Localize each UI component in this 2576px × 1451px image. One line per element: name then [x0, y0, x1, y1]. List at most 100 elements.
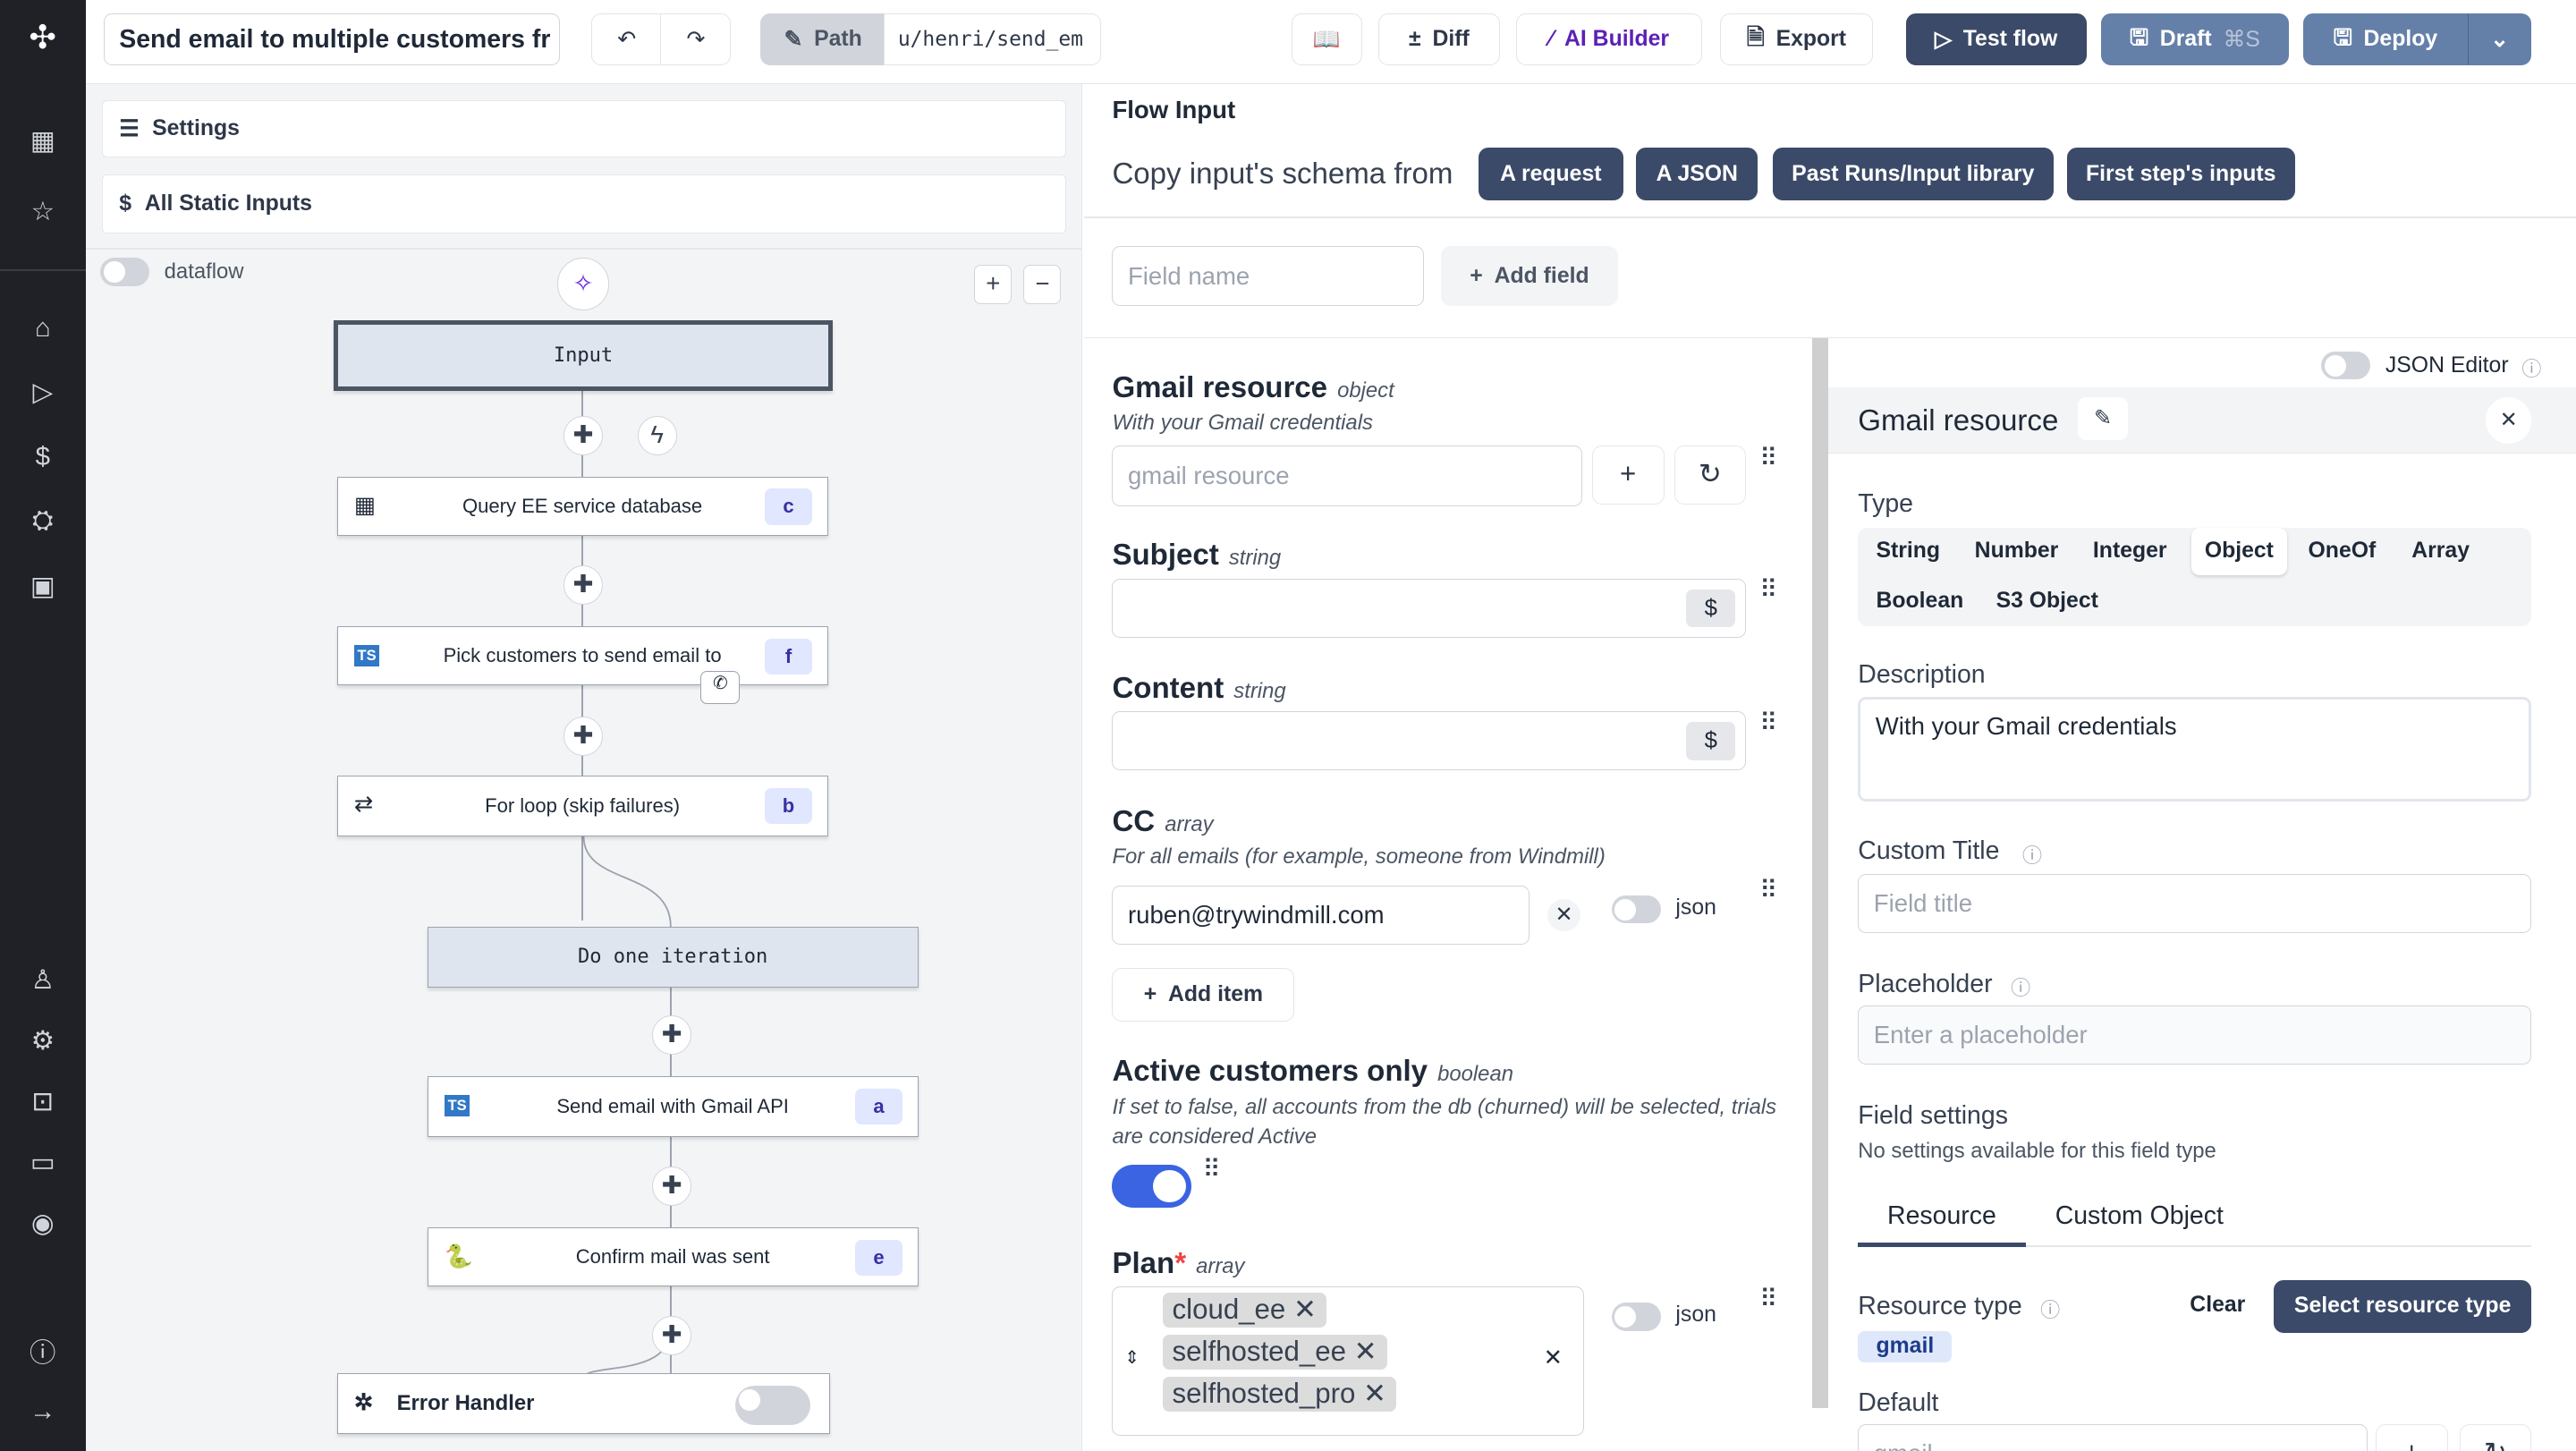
- field-name-input[interactable]: Field name: [1112, 246, 1425, 306]
- drag-handle-icon[interactable]: ⠿: [1202, 1155, 1220, 1184]
- user-icon[interactable]: ♙: [30, 965, 55, 996]
- default-resource-picker[interactable]: gmail: [1858, 1424, 2368, 1451]
- copy-from-first-step-button[interactable]: First step's inputs: [2066, 148, 2295, 201]
- redo-button[interactable]: ↷: [660, 13, 732, 66]
- export-button[interactable]: 🗎 Export: [1720, 13, 1873, 66]
- flow-node[interactable]: ▦ Query EE service database c: [336, 476, 828, 536]
- placeholder-input[interactable]: Enter a placeholder: [1858, 1006, 2532, 1065]
- type-option-selected[interactable]: Object: [2191, 527, 2287, 576]
- refresh-icon[interactable]: ↻: [2459, 1424, 2532, 1451]
- static-inputs-button[interactable]: $ All Static Inputs: [101, 174, 1066, 233]
- dataflow-toggle[interactable]: [100, 258, 150, 286]
- add-item-button[interactable]: + Add item: [1112, 967, 1295, 1022]
- ai-flow-button[interactable]: ✧: [556, 258, 610, 311]
- bot-icon[interactable]: ⊡: [31, 1087, 55, 1117]
- copy-from-past-runs-button[interactable]: Past Runs/Input library: [1772, 148, 2054, 201]
- folder-icon[interactable]: ▭: [30, 1148, 55, 1178]
- add-resource-button[interactable]: +: [1591, 445, 1665, 505]
- copy-from-json-button[interactable]: A JSON: [1636, 148, 1758, 201]
- flow-node[interactable]: TS Send email with Gmail API a: [427, 1076, 919, 1137]
- path-input[interactable]: u/henri/send_em: [884, 13, 1101, 66]
- copy-from-request-button[interactable]: A request: [1479, 148, 1623, 201]
- docs-button[interactable]: 📖: [1291, 13, 1362, 66]
- edit-name-icon[interactable]: ✎: [2078, 397, 2128, 441]
- phone-incoming-icon[interactable]: ✆: [700, 671, 741, 705]
- cc-json-toggle[interactable]: [1611, 895, 1661, 924]
- ai-builder-button[interactable]: ⁄ AI Builder: [1516, 13, 1702, 66]
- path-label[interactable]: ✎ Path: [760, 13, 886, 66]
- clear-button[interactable]: Clear: [2190, 1293, 2246, 1318]
- scrollbar[interactable]: [1811, 336, 1829, 1409]
- add-step-button[interactable]: ✚: [563, 415, 604, 455]
- expand-icon[interactable]: →: [30, 1396, 56, 1426]
- windmill-logo[interactable]: ✣: [29, 19, 57, 56]
- type-option[interactable]: Array: [2411, 539, 2470, 564]
- plan-multiselect[interactable]: cloud_ee ✕ selfhosted_ee ✕ selfhosted_pr…: [1112, 1286, 1584, 1437]
- select-resource-type-button[interactable]: Select resource type: [2273, 1279, 2532, 1333]
- json-editor-toggle[interactable]: [2321, 352, 2371, 380]
- deploy-dropdown[interactable]: ⌄: [2467, 13, 2532, 66]
- add-step-button[interactable]: ✚: [652, 1316, 692, 1356]
- active-customers-toggle[interactable]: [1112, 1165, 1191, 1208]
- refresh-icon[interactable]: ↻: [1674, 445, 1747, 505]
- cc-item-input[interactable]: ruben@trywindmill.com: [1112, 885, 1530, 946]
- home-icon[interactable]: ⌂: [34, 313, 51, 344]
- deploy-button[interactable]: 🖫 Deploy: [2303, 13, 2468, 66]
- type-option[interactable]: String: [1876, 539, 1941, 564]
- add-step-button[interactable]: ✚: [563, 716, 604, 756]
- calendar-icon[interactable]: ▣: [30, 571, 55, 601]
- close-icon[interactable]: ✕: [2485, 397, 2532, 444]
- content-input[interactable]: $: [1112, 711, 1747, 771]
- add-resource-button[interactable]: +: [2375, 1424, 2448, 1451]
- diff-button[interactable]: ± Diff: [1377, 13, 1500, 66]
- tab-custom-object[interactable]: Custom Object: [2055, 1201, 2224, 1230]
- drag-handle-icon[interactable]: ⠿: [1759, 708, 1777, 736]
- trigger-button[interactable]: ϟ: [637, 415, 677, 455]
- type-option[interactable]: Integer: [2092, 539, 2167, 564]
- subject-input[interactable]: $: [1112, 578, 1747, 638]
- description-textarea[interactable]: With your Gmail credentials: [1858, 696, 2532, 802]
- type-option[interactable]: S3 Object: [1996, 588, 2098, 613]
- flow-node[interactable]: 🐍 Confirm mail was sent e: [427, 1226, 919, 1287]
- zoom-out-button[interactable]: −: [1023, 264, 1062, 304]
- custom-title-input[interactable]: Field title: [1858, 874, 2532, 934]
- undo-button[interactable]: ↶: [591, 13, 663, 66]
- error-handler-toggle[interactable]: [734, 1386, 811, 1426]
- input-node[interactable]: Input: [333, 320, 834, 392]
- add-step-button[interactable]: ✚: [652, 1167, 692, 1207]
- play-icon[interactable]: ▷: [32, 377, 54, 407]
- sort-icon[interactable]: ⇕: [1124, 1348, 1140, 1369]
- tab-resource[interactable]: Resource: [1858, 1201, 2026, 1248]
- help-icon[interactable]: ⓘ: [30, 1338, 56, 1369]
- type-option[interactable]: Boolean: [1876, 588, 1964, 613]
- type-option[interactable]: OneOf: [2308, 539, 2377, 564]
- test-flow-button[interactable]: ▷ Test flow: [1905, 13, 2087, 66]
- gear-icon[interactable]: ⚙: [30, 1026, 55, 1056]
- zoom-in-button[interactable]: +: [974, 264, 1013, 304]
- type-option[interactable]: Number: [1974, 539, 2059, 564]
- add-field-button[interactable]: + Add field: [1440, 246, 1619, 306]
- plan-chip[interactable]: cloud_ee ✕: [1162, 1292, 1327, 1328]
- drag-handle-icon[interactable]: ⠿: [1759, 574, 1777, 603]
- add-step-button[interactable]: ✚: [563, 564, 604, 605]
- flow-title-input[interactable]: Send email to multiple customers fr: [103, 13, 561, 66]
- star-icon[interactable]: ☆: [30, 196, 55, 226]
- flow-node[interactable]: ⇄ For loop (skip failures) b: [336, 775, 828, 836]
- building-icon[interactable]: ▦: [30, 125, 55, 156]
- dollar-icon[interactable]: $: [35, 441, 50, 471]
- eye-icon[interactable]: ◉: [30, 1209, 55, 1239]
- static-input-toggle[interactable]: $: [1686, 589, 1736, 627]
- remove-item-icon[interactable]: ✕: [1547, 898, 1580, 932]
- iteration-node[interactable]: Do one iteration: [427, 926, 919, 988]
- drag-handle-icon[interactable]: ⠿: [1759, 443, 1777, 471]
- error-handler-node[interactable]: ✲ Error Handler: [336, 1373, 830, 1435]
- plan-chip[interactable]: selfhosted_ee ✕: [1162, 1334, 1387, 1370]
- flow-node[interactable]: TS Pick customers to send email to f ✆: [336, 625, 828, 705]
- plan-chip[interactable]: selfhosted_pro ✕: [1162, 1376, 1397, 1413]
- gmail-resource-picker[interactable]: gmail resource: [1112, 445, 1582, 506]
- draft-button[interactable]: 🖫 Draft ⌘S: [2101, 13, 2289, 66]
- clear-all-icon[interactable]: ✕: [1543, 1345, 1563, 1371]
- drag-handle-icon[interactable]: ⠿: [1759, 1285, 1777, 1313]
- add-step-button[interactable]: ✚: [652, 1015, 692, 1056]
- cubes-icon[interactable]: ⛭: [31, 505, 54, 536]
